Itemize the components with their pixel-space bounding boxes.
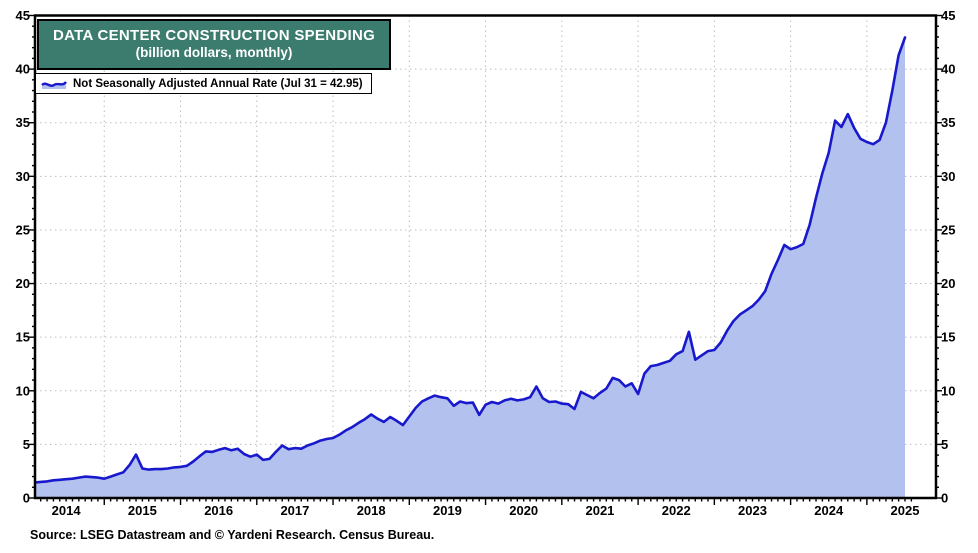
x-tick-label: 2019 xyxy=(433,503,462,518)
x-tick-label: 2021 xyxy=(585,503,614,518)
x-tick-label: 2014 xyxy=(52,503,82,518)
axis-ticks xyxy=(29,14,942,505)
source-note: Source: LSEG Datastream and © Yardeni Re… xyxy=(30,528,435,542)
chart-title-box: DATA CENTER CONSTRUCTION SPENDING (billi… xyxy=(37,19,391,70)
series-area xyxy=(35,37,905,498)
y-tick-label-right: 25 xyxy=(941,222,955,237)
y-tick-label-right: 15 xyxy=(941,330,955,345)
y-tick-label-left: 5 xyxy=(23,437,30,452)
y-tick-label-right: 45 xyxy=(941,8,955,23)
legend-label: Not Seasonally Adjusted Annual Rate (Jul… xyxy=(73,77,363,90)
legend-line-icon xyxy=(41,80,67,89)
y-tick-label-right: 10 xyxy=(941,383,955,398)
legend-box: Not Seasonally Adjusted Annual Rate (Jul… xyxy=(35,73,372,94)
x-tick-label: 2016 xyxy=(204,503,233,518)
y-tick-label-left: 20 xyxy=(16,276,30,291)
y-tick-label-left: 0 xyxy=(23,491,30,506)
y-tick-label-right: 20 xyxy=(941,276,955,291)
x-tick-label: 2024 xyxy=(814,503,844,518)
x-tick-label: 2017 xyxy=(280,503,309,518)
y-tick-label-left: 10 xyxy=(16,383,30,398)
y-tick-label-right: 0 xyxy=(941,491,948,506)
y-tick-label-right: 35 xyxy=(941,115,955,130)
chart-subtitle: (billion dollars, monthly) xyxy=(135,45,293,61)
series-line xyxy=(35,36,907,484)
y-tick-label-right: 40 xyxy=(941,62,955,77)
gridlines xyxy=(35,15,936,498)
x-tick-label: 2025 xyxy=(891,503,920,518)
y-tick-label-left: 30 xyxy=(16,169,30,184)
x-tick-label: 2018 xyxy=(357,503,386,518)
x-tick-label: 2023 xyxy=(738,503,767,518)
y-tick-label-left: 25 xyxy=(16,222,30,237)
x-tick-label: 2022 xyxy=(662,503,691,518)
y-tick-label-right: 30 xyxy=(941,169,955,184)
chart-title: DATA CENTER CONSTRUCTION SPENDING xyxy=(52,26,376,44)
y-tick-label-right: 5 xyxy=(941,437,948,452)
y-tick-label-left: 40 xyxy=(16,62,30,77)
x-tick-label: 2020 xyxy=(509,503,538,518)
y-tick-label-left: 35 xyxy=(16,115,30,130)
y-tick-label-left: 15 xyxy=(16,330,30,345)
y-tick-label-left: 45 xyxy=(16,8,30,23)
x-tick-label: 2015 xyxy=(128,503,157,518)
